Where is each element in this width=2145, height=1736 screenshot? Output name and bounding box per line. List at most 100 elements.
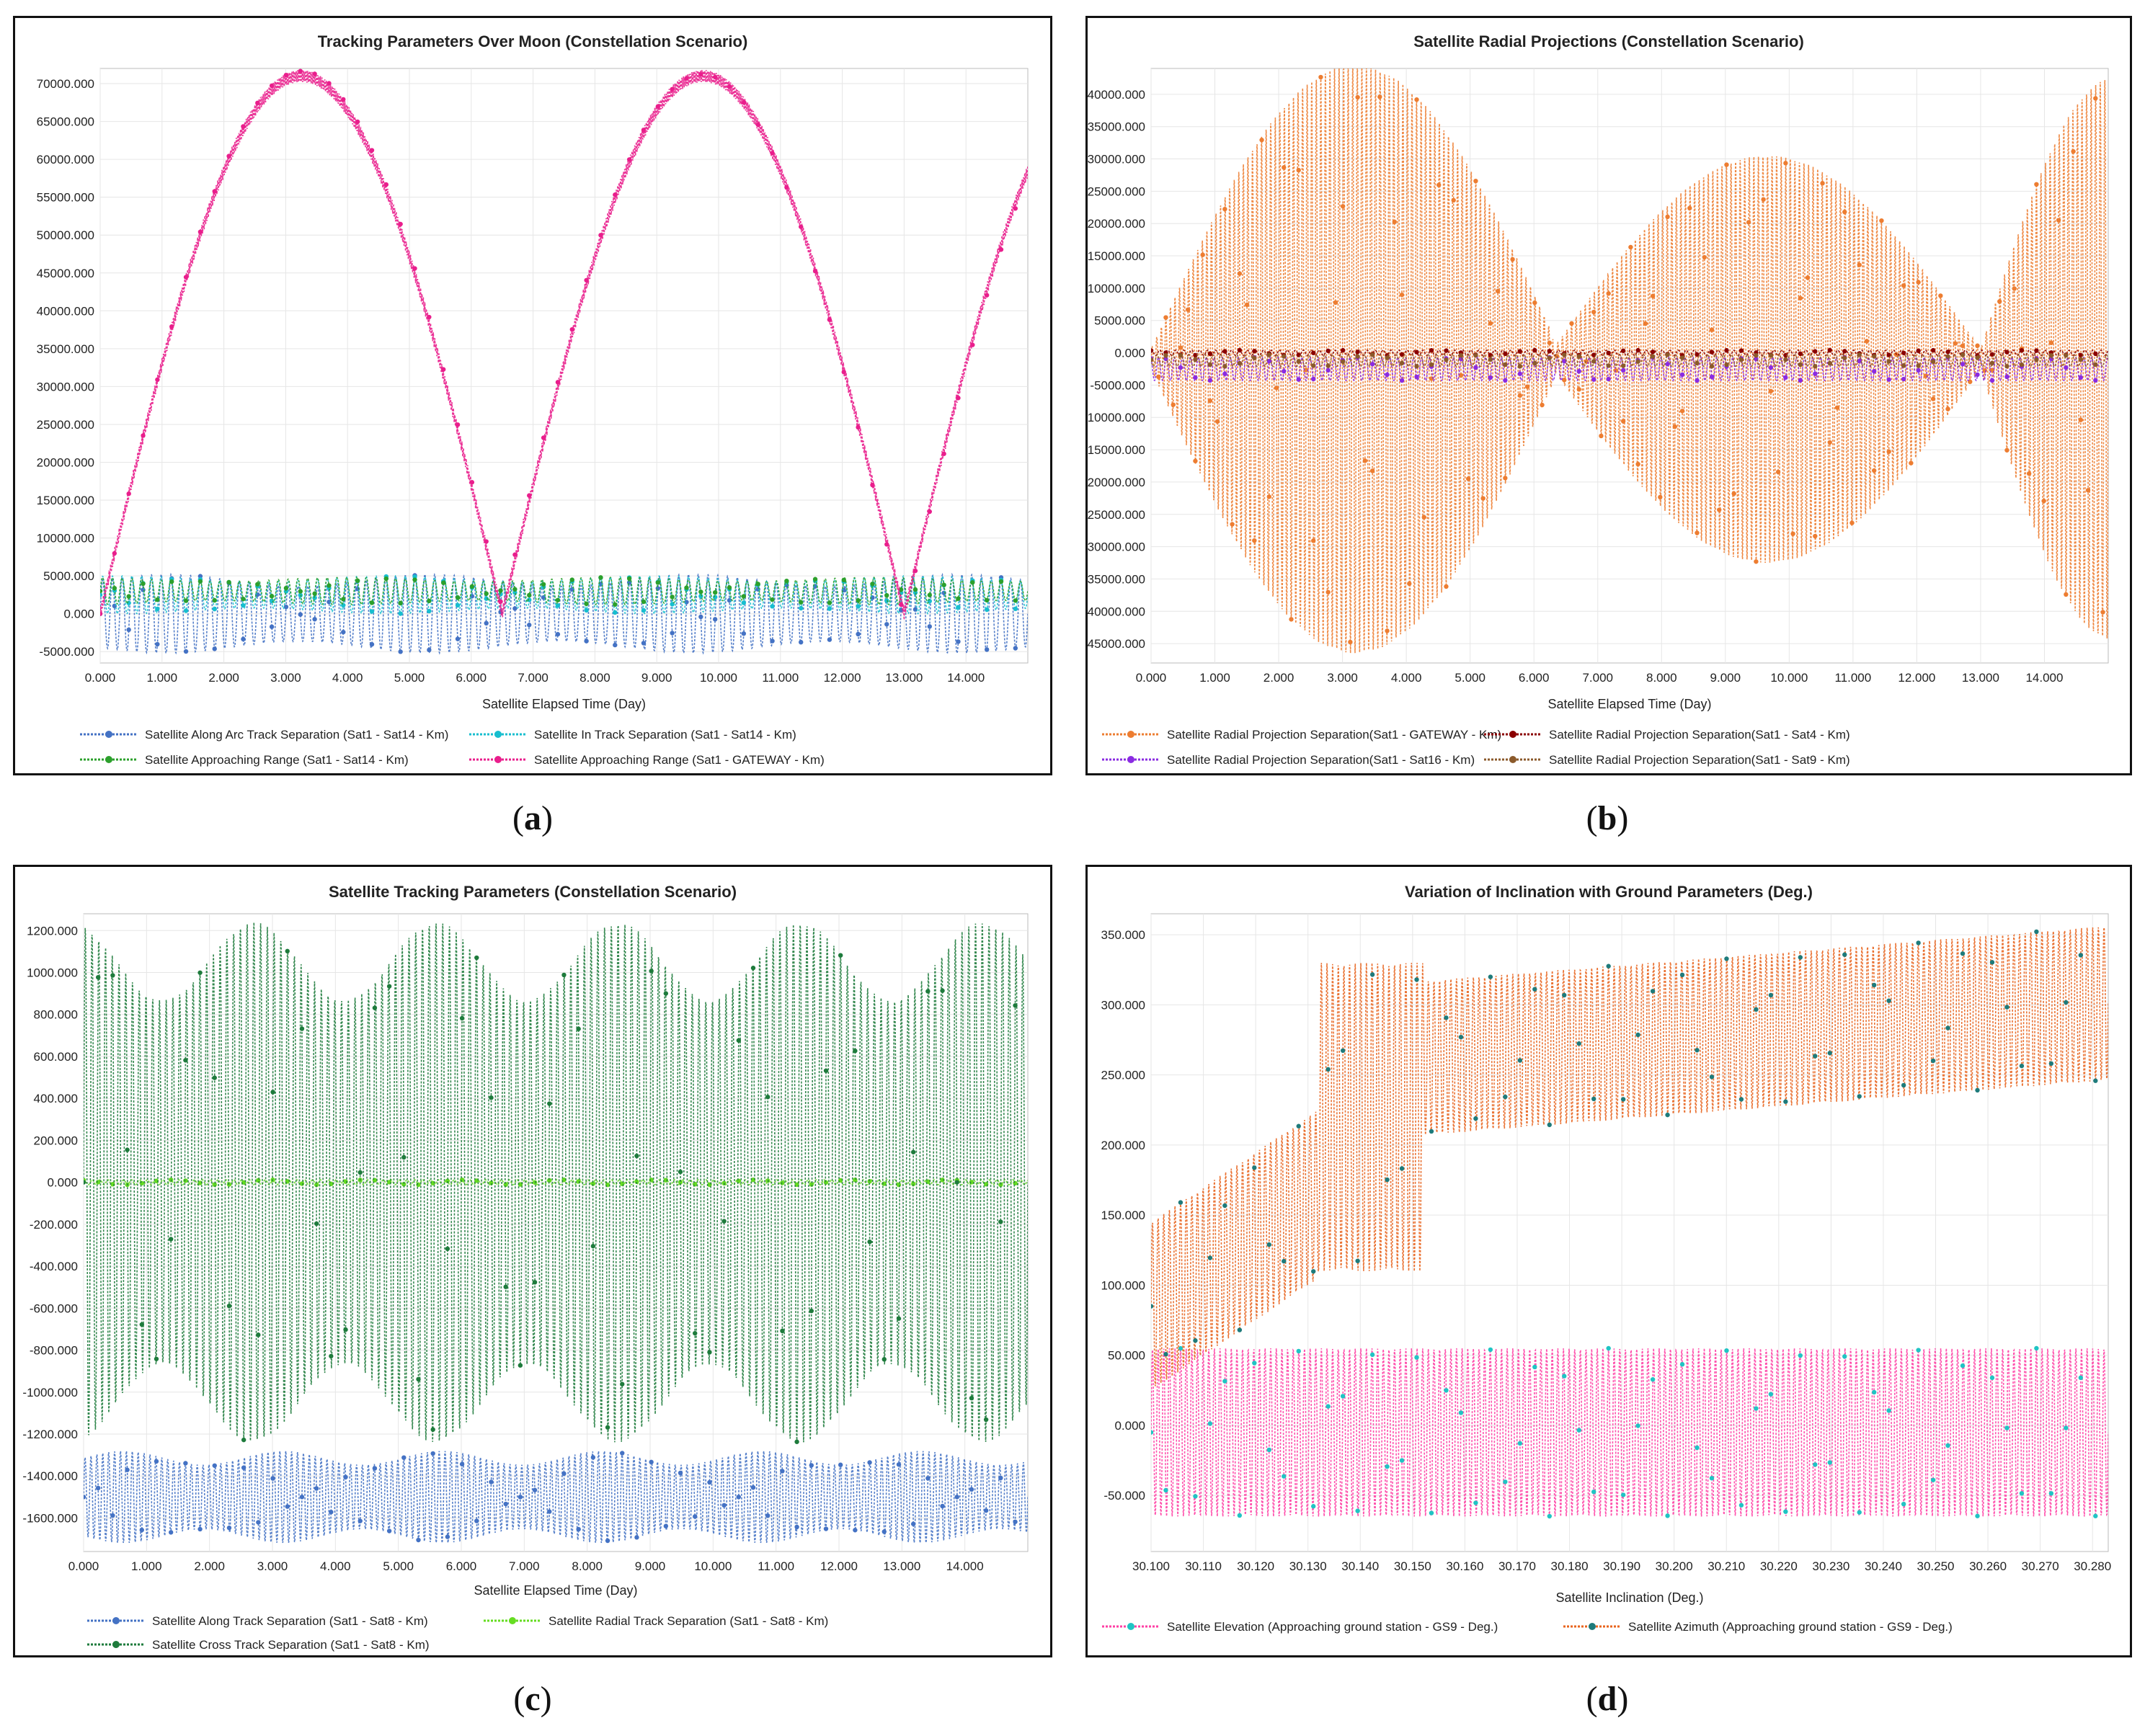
- series-marker: [1222, 349, 1227, 354]
- y-tick-label: -10000.000: [1088, 411, 1145, 424]
- series-marker: [712, 589, 718, 595]
- series-marker: [1547, 1122, 1552, 1128]
- series-marker: [721, 1503, 727, 1508]
- x-tick-label: 6.000: [446, 1559, 477, 1573]
- series-marker: [1562, 352, 1567, 357]
- series-marker: [383, 576, 389, 582]
- series-marker: [1237, 1327, 1243, 1332]
- series-marker: [1429, 362, 1434, 368]
- series-marker: [626, 576, 632, 582]
- legend: Satellite Radial Projection Separation(S…: [1102, 728, 1850, 767]
- y-tick-label: -30000.000: [1088, 540, 1145, 554]
- series-marker: [970, 580, 975, 585]
- series-marker: [1488, 375, 1493, 380]
- series-marker: [1399, 352, 1405, 357]
- x-tick-label: 30.230: [1812, 1559, 1849, 1573]
- series-marker: [1968, 379, 1973, 384]
- y-tick-label: 20000.000: [37, 455, 94, 469]
- series-marker: [1333, 300, 1338, 306]
- series-marker: [856, 598, 861, 603]
- series-line: [84, 1451, 1028, 1544]
- series-marker: [634, 1179, 639, 1184]
- series-marker: [576, 1179, 581, 1184]
- series-marker: [1576, 368, 1581, 374]
- series-marker: [1679, 1362, 1685, 1367]
- series-marker: [984, 647, 990, 652]
- x-tick-label: 30.200: [1656, 1559, 1693, 1573]
- series-marker: [169, 579, 174, 584]
- series-marker: [870, 582, 875, 587]
- series-marker: [255, 100, 260, 106]
- series-marker: [1606, 291, 1611, 296]
- series-marker: [1171, 402, 1176, 407]
- series-marker: [770, 597, 775, 602]
- series-marker: [1827, 1051, 1832, 1056]
- series-marker: [398, 649, 403, 654]
- series-marker: [2004, 374, 2009, 380]
- series-marker: [427, 647, 432, 653]
- y-tick-label: 100.000: [1101, 1278, 1145, 1292]
- series-marker: [2019, 1063, 2025, 1069]
- series-marker: [1178, 1200, 1183, 1205]
- series-marker: [1916, 280, 1921, 285]
- series-marker: [1517, 1441, 1523, 1446]
- caption-d: (d): [1586, 1680, 1629, 1718]
- series-marker: [1576, 387, 1581, 392]
- series-marker: [241, 124, 246, 129]
- series-marker: [555, 602, 561, 608]
- series-marker: [1901, 282, 1906, 288]
- series-marker: [112, 551, 117, 556]
- series-marker: [1325, 368, 1331, 373]
- series-marker: [1576, 1428, 1581, 1433]
- series-marker: [856, 604, 861, 609]
- series-marker: [1709, 1476, 1715, 1481]
- series-marker: [1532, 987, 1537, 992]
- series-marker: [799, 224, 804, 229]
- series-marker: [2004, 1005, 2009, 1010]
- series-marker: [1695, 1048, 1700, 1053]
- series-marker: [1458, 1410, 1464, 1415]
- series-marker: [256, 1178, 261, 1183]
- y-tick-label: 200.000: [1101, 1139, 1145, 1152]
- series-marker: [799, 605, 804, 611]
- series-marker: [1783, 357, 1788, 362]
- series-marker: [698, 594, 703, 599]
- series-marker: [459, 1177, 465, 1183]
- series-marker: [1665, 214, 1670, 220]
- series-marker: [1820, 181, 1825, 186]
- series-marker: [155, 377, 160, 383]
- series-marker: [298, 589, 303, 594]
- series-marker: [518, 1363, 523, 1368]
- series-marker: [1340, 204, 1346, 209]
- series-marker: [401, 1455, 407, 1460]
- series-marker: [298, 68, 303, 74]
- series-marker: [2048, 1061, 2054, 1067]
- series-marker: [712, 74, 718, 80]
- series-marker: [341, 97, 346, 102]
- y-tick-label: 35000.000: [1088, 120, 1145, 134]
- series-marker: [283, 589, 289, 594]
- series-marker: [998, 1475, 1003, 1481]
- x-axis-label: Satellite Inclination (Deg.): [1555, 1590, 1703, 1605]
- series-marker: [1871, 368, 1877, 374]
- series-marker: [197, 579, 203, 584]
- series-marker: [1754, 1406, 1759, 1411]
- series-marker: [1687, 205, 1692, 211]
- chart-b: Satellite Radial Projections (Constellat…: [1088, 32, 2109, 767]
- series-marker: [445, 1534, 450, 1539]
- series-marker: [1517, 364, 1523, 369]
- series-marker: [613, 642, 618, 648]
- series-marker: [126, 594, 131, 599]
- series-marker: [372, 1005, 378, 1010]
- series-marker: [1311, 350, 1316, 355]
- series-marker: [1503, 362, 1508, 368]
- series-marker: [984, 597, 990, 603]
- series-marker: [784, 184, 789, 190]
- series-marker: [590, 1455, 596, 1460]
- series-marker: [1576, 354, 1581, 359]
- series-marker: [555, 631, 561, 637]
- series-marker: [1849, 520, 1855, 525]
- series-marker: [1193, 375, 1198, 380]
- series-marker: [1827, 360, 1832, 366]
- x-tick-label: 30.280: [2074, 1559, 2111, 1573]
